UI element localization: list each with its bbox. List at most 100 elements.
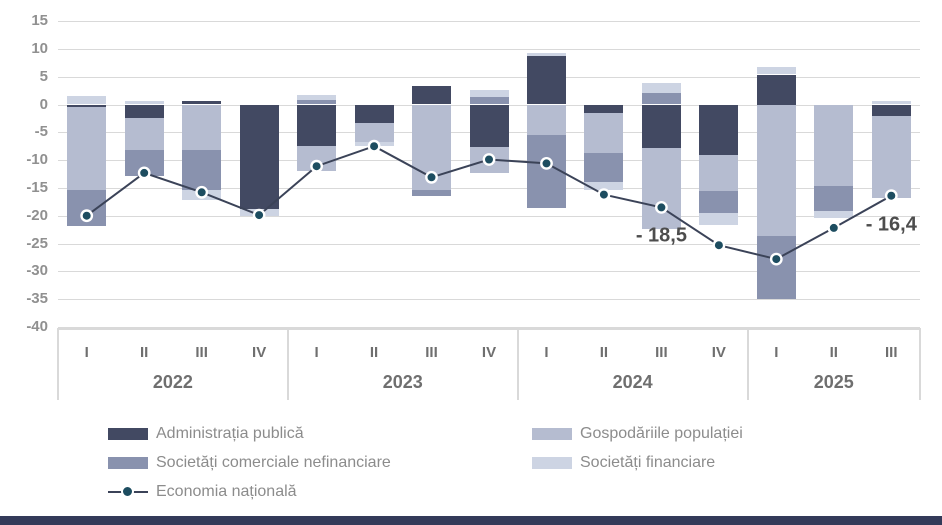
gridline [58,21,920,23]
gridline [58,243,920,245]
line-marker [540,156,553,170]
quarter-label: II [369,344,379,361]
legend-label: Economia națională [156,483,297,500]
legend-swatch [532,457,572,469]
legend-marker-icon [121,485,134,498]
legend-swatch [108,457,148,469]
y-tick-label: 0 [39,95,48,113]
bar-segment [527,55,566,105]
line-marker [425,170,438,184]
bar-segment [469,104,509,148]
y-tick-label: -30 [26,262,48,280]
bar-segment [699,191,739,213]
line-marker [827,221,841,235]
year-divider [919,327,921,400]
bar-segment [239,104,279,209]
bar-segment [584,112,624,153]
data-label: - 16,4 [865,213,917,236]
legend-label: Administrația publică [156,425,304,442]
bar-segment [527,52,566,56]
year-divider [516,327,519,400]
line-marker [137,166,151,180]
bar-segment [297,100,337,105]
gridline [58,271,920,273]
legend-swatch [108,428,148,440]
quarter-label: IV [481,344,497,361]
line-marker [884,189,898,203]
year-divider [57,327,59,400]
line-marker [80,209,94,223]
bar-segment [871,115,911,198]
bar-segment [756,74,796,105]
quarter-label: III [655,344,668,361]
bar-segment [412,85,451,105]
bar-segment [756,67,796,75]
line-marker [769,252,783,266]
line-marker [482,153,496,166]
bar-segment [412,189,451,196]
bar-segment [756,104,796,236]
bar-segment [124,104,164,118]
year-label: 2024 [612,372,653,392]
bar-segment [182,101,222,105]
y-tick-label: -20 [26,206,48,224]
bar-segment [354,104,394,123]
bar-segment [527,104,566,136]
bar-segment [297,104,337,146]
bar-segment [641,83,681,94]
legend-label: Societăți financiare [580,454,716,471]
line-marker [655,200,668,214]
bar-segment [67,107,107,190]
footer-strip [0,516,942,525]
gridline [58,187,920,189]
bar-segment [871,101,911,105]
quarter-label: III [425,344,438,361]
bar-segment [871,104,911,116]
quarter-label: I [544,344,549,361]
year-divider [286,327,289,400]
line-marker [310,159,323,173]
bar-segment [756,235,796,300]
bar-segment [641,104,681,148]
line-marker [597,188,611,202]
gridline [58,215,920,217]
bar-segment [182,104,222,151]
bar-segment [814,104,854,187]
quarter-label: IV [711,344,726,361]
bar-segment [584,152,624,182]
bar-segment [124,117,164,150]
bar-segment [814,186,854,212]
y-tick-label: 5 [39,67,48,85]
year-divider [746,327,749,400]
quarter-label: II [599,344,609,361]
line-marker [252,208,266,222]
bar-segment [297,95,337,100]
bar-segment [814,211,854,219]
bar-segment [699,104,739,155]
quarter-label: III [195,344,208,361]
year-label: 2023 [382,372,423,392]
quarter-label: IV [252,344,267,361]
legend-label: Societăți comerciale nefinanciare [156,454,391,471]
bar-segment [469,97,509,105]
data-label: - 18,5 [635,224,687,247]
y-tick-label: -35 [26,290,48,308]
bar-segment [354,122,394,143]
y-tick-label: 10 [31,39,48,57]
y-tick-label: 15 [31,12,48,30]
gridline [58,299,920,301]
year-label: 2025 [813,372,854,392]
quarter-label: II [140,344,149,361]
x-axis-line [58,327,920,330]
bar-segment [67,96,107,105]
bar-segment [641,93,681,105]
bar-segment [584,104,624,113]
y-tick-label: -40 [26,317,48,335]
bar-segment [124,100,164,105]
quarter-label: I [774,344,779,361]
gridline [58,326,920,328]
y-tick-label: -10 [26,151,48,169]
quarter-label: I [314,344,319,361]
